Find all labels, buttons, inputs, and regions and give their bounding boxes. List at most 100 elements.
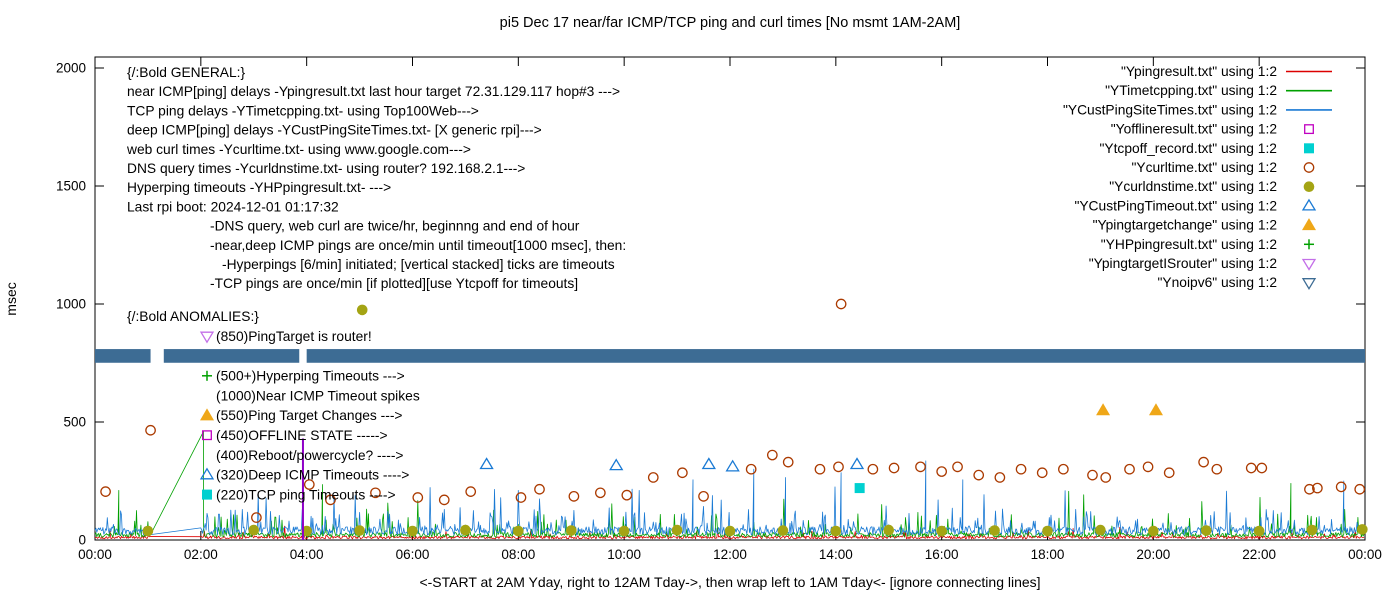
y-tick-label: 1000: [56, 297, 86, 312]
Ycurltime.txt-point: [303, 479, 315, 490]
Ycurldnstime.txt-point: [565, 525, 577, 536]
Ycurltime.txt-point: [325, 494, 336, 506]
anomaly-line: (450)OFFLINE STATE ----->: [216, 428, 388, 443]
Ycurldnstime.txt-point: [724, 525, 736, 537]
legend-label: "Ynoipv6" using 1:2: [1158, 275, 1277, 290]
Ycurltime.txt-point: [1354, 483, 1366, 495]
y-axis-label: msec: [3, 282, 19, 315]
Ycurltime.txt-point: [915, 461, 926, 473]
Ycurldnstime.txt-point: [1253, 525, 1265, 537]
anomaly-marker-square-filled: [202, 489, 212, 500]
noipv6-band-segment: [95, 349, 151, 363]
Ycurltime.txt-point: [745, 463, 757, 475]
YCustPingTimeout.txt-point: [701, 457, 716, 470]
Ycurltime.txt-point: [1015, 463, 1027, 475]
x-tick-label: 04:00: [290, 547, 324, 562]
Ycurltime.txt-point: [994, 472, 1006, 483]
y-tick-label: 2000: [56, 61, 86, 76]
Ycurltime.txt-point: [595, 487, 606, 499]
anomaly-line: (850)PingTarget is router!: [216, 329, 372, 344]
legend-item: "YCustPingSiteTimes.txt" using 1:2: [1063, 102, 1332, 117]
annotation-line: -Hyperpings [6/min] initiated; [vertical…: [222, 257, 615, 272]
Ycurltime.txt-point: [1142, 461, 1154, 473]
Ycurltime.txt-point: [867, 463, 879, 475]
Ycurltime.txt-point: [515, 492, 527, 503]
anomaly-marker-triangle-filled: [200, 408, 214, 421]
annotation-line: deep ICMP[ping] delays -YCustPingSiteTim…: [127, 123, 542, 138]
annotation-line: web curl times -Ycurltime.txt- using www…: [126, 142, 471, 157]
annotation-line: DNS query times -Ycurldnstime.txt- using…: [127, 161, 525, 176]
anomaly-line: (400)Reboot/powercycle? ---->: [216, 448, 403, 463]
data-series: [94, 298, 1368, 540]
Ycurltime.txt-point: [973, 469, 985, 481]
anomaly-marker-plus: [202, 370, 212, 381]
y-tick-label: 500: [63, 415, 86, 430]
legend-label: "Ycurltime.txt" using 1:2: [1131, 160, 1277, 175]
legend-marker-plus: [1304, 239, 1314, 250]
Ycurltime.txt-point: [1058, 463, 1069, 475]
legend-item: "YHPpingresult.txt" using 1:2: [1101, 237, 1314, 252]
Ycurltime.txt-point: [1163, 467, 1175, 479]
legend-item: "Ytcpoff_record.txt" using 1:2: [1099, 141, 1314, 156]
YCustPingTimeout.txt-point: [725, 459, 740, 472]
Ycurltime.txt-point: [782, 456, 794, 468]
anomaly-line: (220)TCP ping Timeouts ---->: [216, 487, 396, 502]
Ycurldnstime.txt-point: [407, 525, 418, 537]
legend-item: "Ycurltime.txt" using 1:2: [1131, 160, 1315, 175]
Ycurltime.txt-point: [936, 466, 948, 477]
Ycurldnstime.txt-point: [936, 525, 947, 537]
legend-marker-triangle-down-open: [1301, 258, 1317, 271]
Ycurldnstime.txt-point: [989, 525, 1000, 536]
Ycurldnstime.txt-point: [356, 304, 368, 316]
legend-marker-triangle-down-open: [1301, 278, 1317, 290]
Ycurltime.txt-point: [1335, 481, 1347, 493]
legend-label: "YHPpingresult.txt" using 1:2: [1101, 237, 1277, 252]
Ycurldnstime.txt-point: [248, 524, 260, 536]
x-tick-label: 16:00: [925, 547, 959, 562]
legend-label: "Ytcpoff_record.txt" using 1:2: [1099, 141, 1277, 156]
annotation-line: -TCP pings are once/min [if plotted][use…: [210, 276, 578, 291]
legend-marker-square-open: [1304, 124, 1314, 135]
Ycurldnstime.txt-point: [1148, 525, 1159, 537]
legend-label: "Yofflineresult.txt" using 1:2: [1111, 122, 1277, 137]
Ycurltime.txt-point: [568, 490, 580, 502]
Ycurldnstime.txt-point: [301, 525, 312, 537]
noipv6-band: [95, 349, 1366, 363]
legend-label: "Ypingtargetchange" using 1:2: [1093, 218, 1277, 233]
Ytcpoff_record.txt-point: [854, 483, 865, 494]
x-tick-label: 00:00: [1348, 547, 1382, 562]
legend-marker-triangle-filled: [1302, 218, 1316, 231]
Ycurldnstime.txt-point: [1357, 524, 1368, 535]
anomaly-line: (1000)Near ICMP Timeout spikes: [216, 388, 420, 403]
Ycurltime.txt-point: [1256, 462, 1268, 474]
Ycurldnstime.txt-point: [354, 525, 365, 536]
x-tick-label: 14:00: [819, 547, 853, 562]
Ycurltime.txt-point: [835, 298, 847, 310]
Ycurldnstime.txt-point: [883, 524, 895, 536]
Ycurltime.txt-point: [647, 472, 659, 483]
legend-marker-square-filled: [1304, 143, 1314, 154]
Ycurltime.txt-point: [145, 424, 156, 436]
legend-label: "YCustPingSiteTimes.txt" using 1:2: [1063, 102, 1277, 117]
series-line-YCustPingSiteTimes.txt: [94, 460, 1365, 536]
anomalies-heading: {/:Bold ANOMALIES:}: [127, 309, 259, 324]
annotation-line: Last rpi boot: 2024-12-01 01:17:32: [127, 199, 339, 214]
annotation-line: TCP ping delays -YTimetcpping.txt- using…: [127, 103, 479, 118]
Ycurltime.txt-point: [833, 461, 844, 473]
plot-annotations: {/:Bold GENERAL:} near ICMP[ping] delays …: [126, 65, 626, 502]
Ycurltime.txt-point: [1100, 472, 1112, 483]
Ypingtargetchange-point: [1096, 403, 1111, 416]
anomaly-line: (550)Ping Target Changes --->: [216, 408, 403, 423]
annotation-line: {/:Bold GENERAL:}: [127, 65, 245, 80]
Ycurltime.txt-point: [370, 487, 381, 499]
legend-item: "YTimetcpping.txt" using 1:2: [1105, 83, 1332, 98]
y-tick-label: 0: [78, 533, 86, 548]
Ycurldnstime.txt-point: [1200, 525, 1212, 536]
anomaly-line: (320)Deep ICMP Timeouts ---->: [216, 468, 409, 483]
Ycurltime.txt-point: [1312, 482, 1323, 494]
Ycurldnstime.txt-point: [460, 524, 471, 536]
Ycurltime.txt-point: [1198, 456, 1209, 468]
Ycurltime.txt-point: [1036, 467, 1048, 479]
